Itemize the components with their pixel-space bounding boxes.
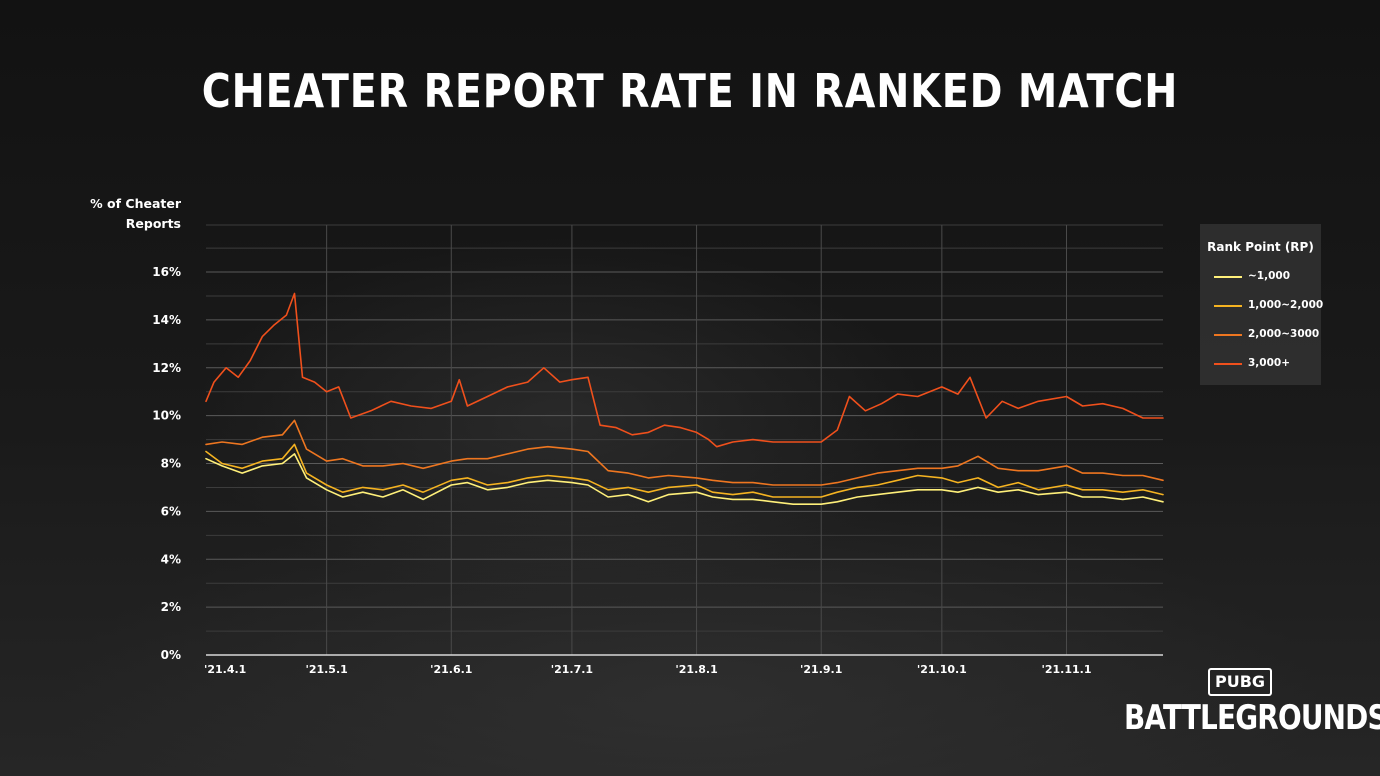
- x-tick-label: '21.10.1: [917, 663, 967, 676]
- x-tick-label: '21.8.1: [675, 663, 717, 676]
- y-tick-label: 0%: [161, 648, 181, 662]
- y-tick-label: 10%: [152, 409, 181, 423]
- pubg-battlegrounds-logo: PUBG BATTLEGROUNDS: [1124, 668, 1380, 748]
- y-tick-label: 4%: [161, 552, 181, 566]
- series-line-3: [205, 419, 1164, 486]
- series-line-4: [205, 292, 1164, 448]
- logo-badge: PUBG: [1208, 668, 1273, 696]
- y-axis-label: % of Cheater: [90, 196, 182, 211]
- x-tick-label: '21.11.1: [1041, 663, 1091, 676]
- legend: Rank Point (RP) ~1,000 1,000~2,000 2,000…: [1200, 224, 1323, 385]
- y-tick-label: 2%: [161, 600, 181, 614]
- legend-label-series-2: 1,000~2,000: [1248, 299, 1324, 311]
- y-tick-label: 6%: [161, 504, 181, 518]
- series-line-1: [205, 453, 1164, 506]
- legend-item-series-3: 2,000~3000: [1214, 328, 1319, 342]
- legend-swatch-series-4: [1214, 363, 1242, 365]
- legend-swatch-series-3: [1214, 334, 1242, 336]
- y-tick-label: 14%: [152, 313, 181, 327]
- y-axis-label: Reports: [126, 216, 181, 231]
- y-tick-label: 16%: [152, 265, 181, 279]
- legend-swatch-series-2: [1214, 305, 1242, 307]
- legend-label-series-4: 3,000+: [1248, 357, 1291, 369]
- legend-label-series-1: ~1,000: [1248, 270, 1291, 282]
- chart-title: CHEATER REPORT RATE IN RANKED MATCH: [201, 64, 1179, 118]
- legend-title: Rank Point (RP): [1207, 240, 1314, 254]
- y-tick-label: 12%: [152, 361, 181, 375]
- logo-wordmark: BATTLEGROUNDS: [1124, 698, 1380, 738]
- legend-item-series-1: ~1,000: [1214, 270, 1319, 284]
- x-tick-label: '21.7.1: [551, 663, 593, 676]
- legend-item-series-4: 3,000+: [1214, 357, 1319, 371]
- x-tick-label: '21.5.1: [305, 663, 347, 676]
- x-tick-label: '21.6.1: [430, 663, 472, 676]
- legend-item-series-2: 1,000~2,000: [1214, 299, 1323, 313]
- series-line-2: [205, 443, 1164, 498]
- y-tick-label: 8%: [161, 457, 181, 471]
- legend-swatch-series-1: [1214, 276, 1242, 278]
- legend-label-series-3: 2,000~3000: [1248, 328, 1320, 340]
- x-tick-label: '21.9.1: [800, 663, 842, 676]
- x-tick-label: '21.4.1: [204, 663, 246, 676]
